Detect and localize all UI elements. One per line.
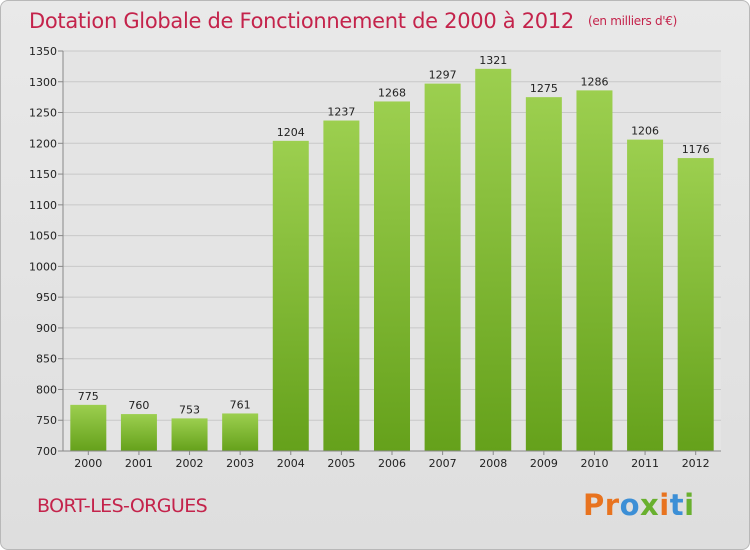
bar-2012 bbox=[677, 158, 714, 452]
y-tick-label: 750 bbox=[36, 414, 57, 427]
x-tick-label: 2003 bbox=[226, 457, 254, 470]
bar-2011 bbox=[627, 139, 664, 451]
y-tick-label: 700 bbox=[36, 445, 57, 458]
logo-letter: i bbox=[684, 488, 695, 522]
bar-value-label: 760 bbox=[128, 399, 149, 412]
bar-2005 bbox=[323, 120, 360, 452]
y-tick-label: 1100 bbox=[29, 199, 57, 212]
unit-label: (en milliers d'€) bbox=[587, 14, 677, 28]
proxiti-logo: Proxiti bbox=[583, 488, 695, 522]
y-tick-label: 850 bbox=[36, 353, 57, 366]
chart-title: Dotation Globale de Fonctionnement de 20… bbox=[29, 9, 677, 33]
x-tick-label: 2005 bbox=[327, 457, 355, 470]
bar-value-label: 1237 bbox=[327, 106, 355, 119]
x-tick-label: 2006 bbox=[378, 457, 406, 470]
y-tick-label: 1000 bbox=[29, 260, 57, 273]
logo-letter: o bbox=[619, 488, 641, 522]
bar-value-label: 1206 bbox=[631, 125, 659, 138]
bar-2008 bbox=[475, 68, 512, 451]
logo-letter: P bbox=[583, 488, 605, 522]
bar-2007 bbox=[424, 83, 461, 451]
x-tick-label: 2012 bbox=[682, 457, 710, 470]
bar-2010 bbox=[576, 90, 613, 451]
bar-value-label: 1321 bbox=[479, 54, 507, 67]
bar-value-label: 1268 bbox=[378, 86, 406, 99]
x-tick-label: 2009 bbox=[530, 457, 558, 470]
bar-2009 bbox=[525, 97, 562, 452]
bar-value-label: 1275 bbox=[530, 82, 558, 95]
bar-value-label: 1176 bbox=[682, 143, 710, 156]
y-tick-label: 1150 bbox=[29, 168, 57, 181]
y-tick-label: 1250 bbox=[29, 107, 57, 120]
x-tick-label: 2000 bbox=[74, 457, 102, 470]
x-tick-label: 2002 bbox=[176, 457, 204, 470]
logo-letter: r bbox=[604, 488, 620, 522]
bar-value-label: 761 bbox=[230, 398, 251, 411]
x-tick-label: 2001 bbox=[125, 457, 153, 470]
bar-value-label: 1297 bbox=[429, 69, 457, 82]
town-name: BORT-LES-ORGUES bbox=[37, 495, 208, 517]
y-tick-label: 800 bbox=[36, 383, 57, 396]
y-axis: 700 750 800 850 900 950 1000 1050 1100 1150 1200 12… bbox=[29, 45, 64, 458]
bar-value-label: 753 bbox=[179, 403, 200, 416]
bar-2002 bbox=[171, 418, 208, 451]
y-tick-label: 1300 bbox=[29, 76, 57, 89]
logo-letter: x bbox=[640, 488, 660, 522]
x-tick-label: 2004 bbox=[277, 457, 305, 470]
bar-2004 bbox=[272, 140, 309, 451]
title-text: Dotation Globale de Fonctionnement de 20… bbox=[29, 9, 574, 33]
bar-2006 bbox=[374, 101, 410, 451]
y-tick-label: 1200 bbox=[29, 137, 57, 150]
logo-letter: t bbox=[669, 488, 685, 522]
x-tick-label: 2010 bbox=[580, 457, 608, 470]
bars: 775 760 753 761 1204 1237 1268 1297 1321 1275 1286… bbox=[70, 54, 714, 452]
x-tick-label: 2011 bbox=[631, 457, 659, 470]
bar-value-label: 1286 bbox=[580, 75, 608, 88]
bar-2003 bbox=[222, 413, 259, 451]
bar-2000 bbox=[70, 404, 107, 451]
y-tick-label: 950 bbox=[36, 291, 57, 304]
bar-2001 bbox=[120, 414, 157, 451]
bar-value-label: 775 bbox=[78, 390, 99, 403]
y-tick-label: 1350 bbox=[29, 45, 57, 58]
logo-letter: i bbox=[659, 488, 670, 522]
x-axis: 2000 2001 2002 2003 2004 2005 2006 2007 2008 2009… bbox=[63, 450, 721, 470]
y-tick-label: 1050 bbox=[29, 230, 57, 243]
x-tick-label: 2007 bbox=[429, 457, 457, 470]
y-tick-label: 900 bbox=[36, 322, 57, 335]
x-tick-label: 2008 bbox=[479, 457, 507, 470]
bar-value-label: 1204 bbox=[277, 126, 305, 139]
